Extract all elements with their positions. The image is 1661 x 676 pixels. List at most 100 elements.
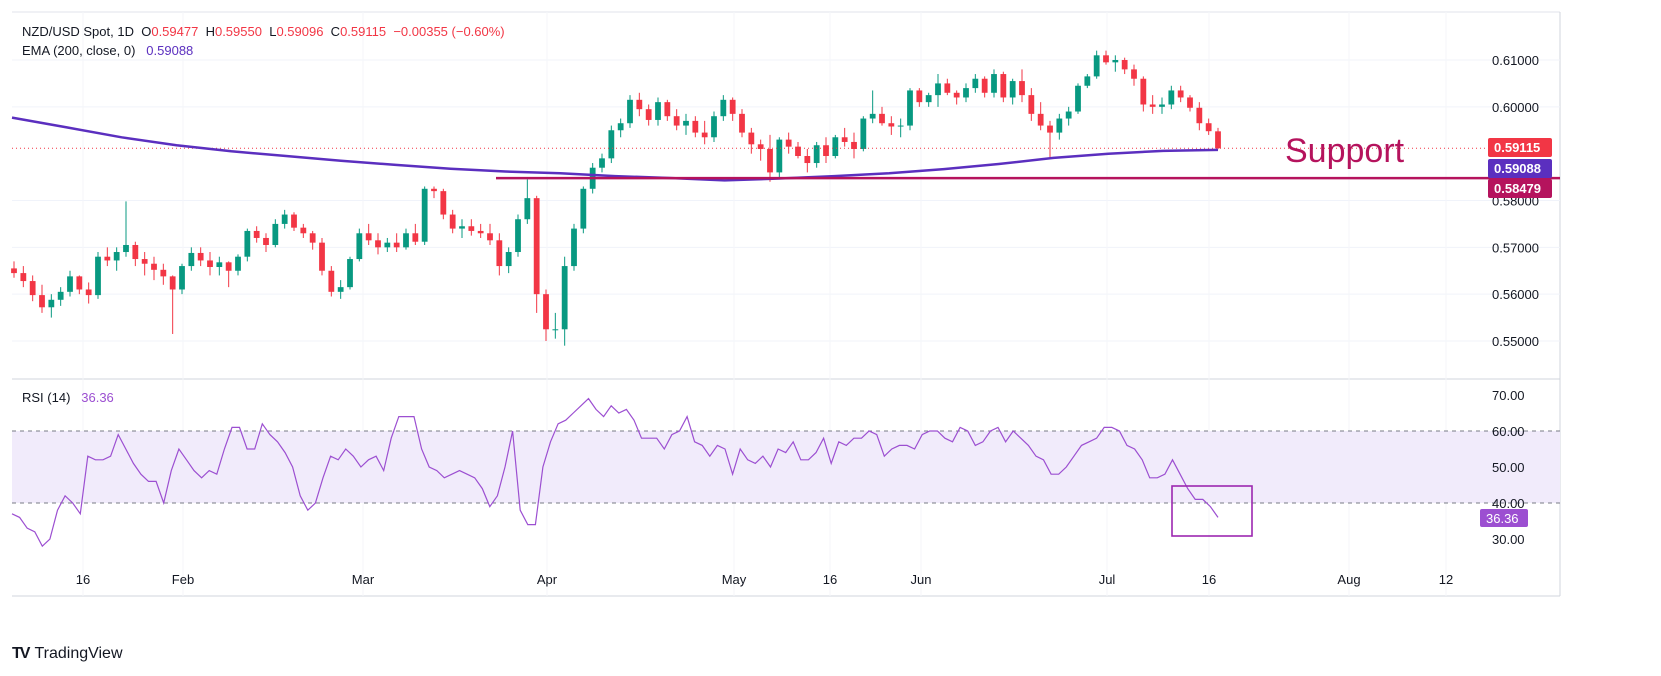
candle-body xyxy=(39,295,45,308)
candlestick-series xyxy=(11,50,1488,346)
candle-body xyxy=(253,230,260,238)
rsi-legend[interactable]: RSI (14) 36.36 xyxy=(22,390,114,405)
candle-body xyxy=(123,244,129,253)
candle-body xyxy=(1196,107,1203,124)
candle-body xyxy=(692,120,699,133)
time-tick-label: 16 xyxy=(823,572,837,587)
time-tick-label: 16 xyxy=(76,572,90,587)
ema-badge-text: 0.59088 xyxy=(1494,161,1541,176)
rsi-tick-label: 40.00 xyxy=(1492,496,1525,511)
candle-body xyxy=(281,214,288,224)
candle-body xyxy=(141,259,148,264)
high-label: H xyxy=(205,24,215,39)
candle-body xyxy=(888,123,895,127)
rsi-legend-value: 36.36 xyxy=(81,390,114,405)
candle-body xyxy=(179,266,185,290)
candle-body xyxy=(95,256,101,296)
candle-body xyxy=(785,139,792,147)
candle-body xyxy=(337,287,344,292)
price-tick-label: 0.57000 xyxy=(1492,240,1539,255)
rsi-tick-label: 70.00 xyxy=(1492,388,1525,403)
candle-body xyxy=(20,273,27,282)
candle-body xyxy=(1131,69,1137,79)
candle-body xyxy=(505,252,512,267)
candle-body xyxy=(48,299,55,308)
price-tick-label: 0.55000 xyxy=(1492,334,1539,349)
candle-body xyxy=(739,113,745,133)
high-value: 0.59550 xyxy=(214,24,262,39)
change-value: −0.00355 (−0.60%) xyxy=(393,24,505,39)
candle-body xyxy=(244,230,251,257)
candle-body xyxy=(533,198,540,295)
candle-body xyxy=(1215,131,1221,149)
candle-body xyxy=(1075,85,1081,112)
candle-body xyxy=(813,145,820,164)
candle-body xyxy=(879,113,885,124)
tradingview-logo[interactable]: TV TradingView xyxy=(12,645,123,663)
candle-body xyxy=(897,125,904,127)
ema-legend[interactable]: EMA (200, close, 0) 0.59088 xyxy=(22,43,193,58)
candle-body xyxy=(599,158,605,168)
candle-body xyxy=(169,276,176,290)
candle-body xyxy=(776,139,783,173)
tradingview-logo-icon: TV xyxy=(12,645,31,662)
candle-body xyxy=(1112,60,1119,63)
candle-body xyxy=(440,191,447,215)
symbol-title[interactable]: NZD/USD Spot, 1D xyxy=(22,24,134,39)
candle-body xyxy=(636,99,643,110)
candle-body xyxy=(487,233,493,241)
time-tick-label: Jul xyxy=(1099,572,1116,587)
candle-body xyxy=(477,230,484,234)
candle-body xyxy=(113,252,120,261)
candle-body xyxy=(160,269,167,277)
candle-body xyxy=(561,266,568,330)
candle-body xyxy=(57,291,64,300)
time-tick-label: Feb xyxy=(172,572,194,587)
open-value: 0.59477 xyxy=(151,24,199,39)
last-price-badge-text: 0.59115 xyxy=(1494,140,1540,155)
time-axis[interactable]: 16 Feb Mar Apr May 16 Jun Jul 16 Aug 12 xyxy=(76,572,1453,587)
price-axis[interactable]: 0.610000.600000.580000.570000.560000.550… xyxy=(1492,53,1539,349)
candle-body xyxy=(1187,97,1193,108)
candle-body xyxy=(1168,90,1175,105)
candle-body xyxy=(29,281,36,296)
candle-body xyxy=(1065,111,1072,119)
ema-legend-label: EMA (200, close, 0) xyxy=(22,43,136,58)
candle-body xyxy=(655,102,661,120)
candle-body xyxy=(459,226,465,229)
candle-body xyxy=(291,214,297,228)
ema-legend-value: 0.59088 xyxy=(146,43,194,58)
candle-body xyxy=(907,90,913,126)
candle-body xyxy=(860,118,867,149)
candle-body xyxy=(608,130,615,159)
candle-body xyxy=(645,109,652,120)
candle-body xyxy=(963,88,969,98)
candle-body xyxy=(729,99,736,114)
open-label: O xyxy=(141,24,152,39)
symbol-header: NZD/USD Spot, 1D O0.59477 H0.59550 L0.59… xyxy=(22,24,505,39)
candle-body xyxy=(823,145,829,157)
rsi-tick-label: 50.00 xyxy=(1492,460,1525,475)
candle-body xyxy=(673,116,680,126)
candle-body xyxy=(981,78,988,93)
candle-body xyxy=(300,227,307,234)
rsi-tick-label: 60.00 xyxy=(1492,424,1525,439)
time-tick-label: May xyxy=(722,572,747,587)
candle-body xyxy=(328,270,335,292)
candle-body xyxy=(188,252,195,267)
price-tick-label: 0.56000 xyxy=(1492,287,1539,302)
rsi-axis[interactable]: 70.00 60.00 50.00 40.00 30.00 xyxy=(1492,388,1525,547)
ema-badge xyxy=(1488,159,1552,178)
time-tick-label: 12 xyxy=(1439,572,1453,587)
candle-body xyxy=(571,228,577,267)
candle-body xyxy=(1121,60,1128,70)
support-annotation: Support xyxy=(1285,132,1405,170)
time-tick-label: Jun xyxy=(911,572,932,587)
support-badge-text: 0.58479 xyxy=(1494,181,1541,196)
candle-body xyxy=(804,156,811,164)
candle-body xyxy=(151,263,157,270)
candle-body xyxy=(393,242,400,248)
candle-body xyxy=(720,99,727,117)
candle-body xyxy=(356,233,363,260)
